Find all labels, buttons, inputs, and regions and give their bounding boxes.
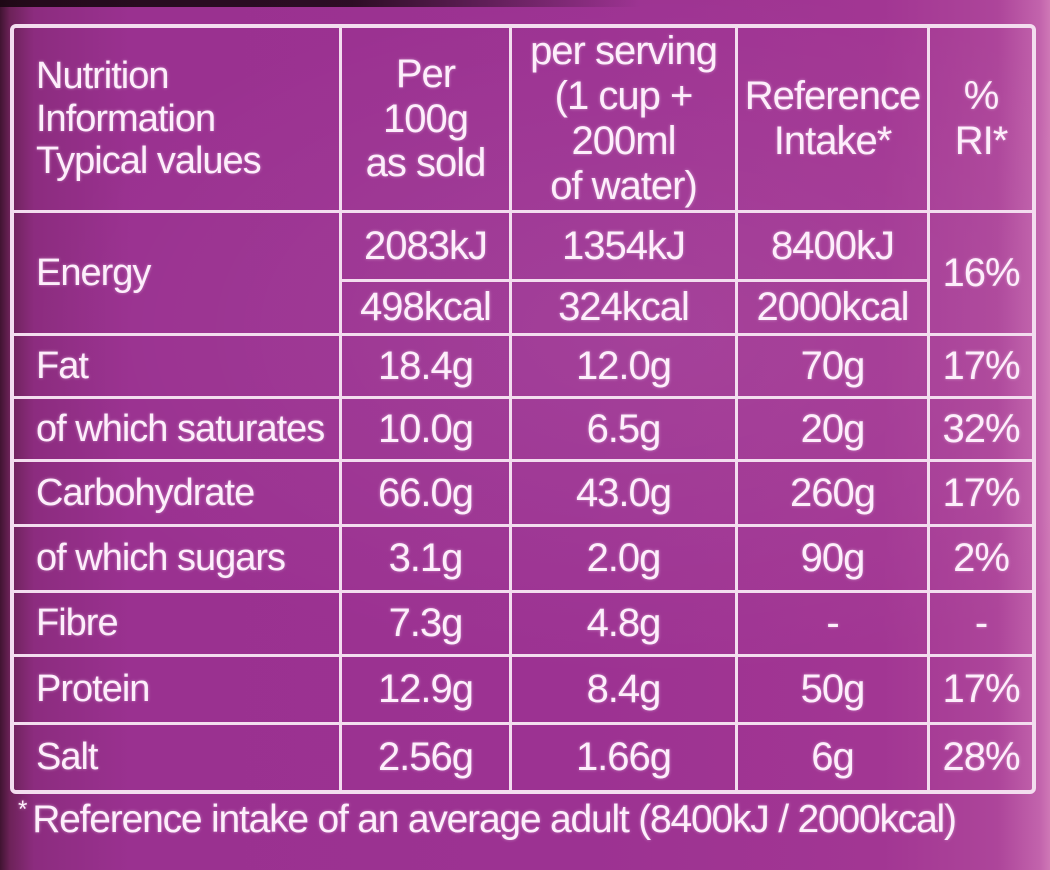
header-percent-ri: % RI* [930, 28, 1032, 213]
header-reference-intake: Reference Intake* [738, 28, 930, 213]
energy-per-serving-kcal: 324kcal [512, 282, 738, 336]
sugars-row-label: of which sugars [14, 527, 342, 593]
saturates-per-100g: 10.0g [342, 399, 512, 462]
reference-intake-footnote: * Reference intake of an average adult (8… [18, 796, 1044, 842]
saturates-per-serving: 6.5g [512, 399, 738, 462]
carbohydrate-per-serving: 43.0g [512, 462, 738, 527]
sugars-per-100g: 3.1g [342, 527, 512, 593]
energy-row-label: Energy [14, 213, 342, 336]
protein-row-label: Protein [14, 657, 342, 725]
salt-per-serving: 1.66g [512, 725, 738, 790]
saturates-reference: 20g [738, 399, 930, 462]
header-per-100g: Per 100g as sold [342, 28, 512, 213]
salt-percent-ri: 28% [942, 735, 1020, 780]
energy-reference-kj: 8400kJ [738, 213, 930, 282]
saturates-percent-ri: 32% [930, 399, 1032, 462]
carbohydrate-row-label: Carbohydrate [14, 462, 342, 527]
fat-reference: 70g [738, 336, 930, 399]
salt-row-label: Salt [14, 725, 342, 790]
salt-reference: 6g [738, 725, 930, 790]
footnote-text: Reference intake of an average adult (84… [32, 798, 957, 841]
protein-per-100g: 12.9g [342, 657, 512, 725]
package-edge-shadow [0, 0, 640, 7]
fat-per-serving: 12.0g [512, 336, 738, 399]
protein-per-serving: 8.4g [512, 657, 738, 725]
fibre-reference: - [738, 593, 930, 657]
saturates-row-label: of which saturates [14, 399, 342, 462]
carbohydrate-per-100g: 66.0g [342, 462, 512, 527]
energy-per-serving-kj: 1354kJ [512, 213, 738, 282]
fat-percent-ri: 17% [930, 336, 1032, 399]
sugars-percent-ri: 2% [930, 527, 1032, 593]
footnote-asterisk: * [18, 796, 27, 823]
energy-per-100g-kj: 2083kJ [342, 213, 512, 282]
salt-per-100g: 2.56g [342, 725, 512, 790]
carbohydrate-percent-ri: 17% [930, 462, 1032, 527]
protein-percent-ri: 17% [930, 657, 1032, 725]
fibre-row-label: Fibre [14, 593, 342, 657]
fibre-percent-ri: - [930, 593, 1032, 657]
header-per-serving: per serving (1 cup + 200ml of water) [512, 28, 738, 213]
fat-per-100g: 18.4g [342, 336, 512, 399]
fibre-per-serving: 4.8g [512, 593, 738, 657]
energy-per-100g-kcal: 498kcal [342, 282, 512, 336]
energy-reference-kcal: 2000kcal [738, 282, 930, 336]
protein-reference: 50g [738, 657, 930, 725]
energy-percent-ri: 16% [930, 213, 1032, 336]
sugars-reference: 90g [738, 527, 930, 593]
carbohydrate-reference: 260g [738, 462, 930, 527]
header-nutrition-information: Nutrition Information Typical values [14, 28, 342, 213]
fibre-per-100g: 7.3g [342, 593, 512, 657]
sugars-per-serving: 2.0g [512, 527, 738, 593]
nutrition-table: Nutrition Information Typical values Per… [10, 24, 1036, 794]
fat-row-label: Fat [14, 336, 342, 399]
